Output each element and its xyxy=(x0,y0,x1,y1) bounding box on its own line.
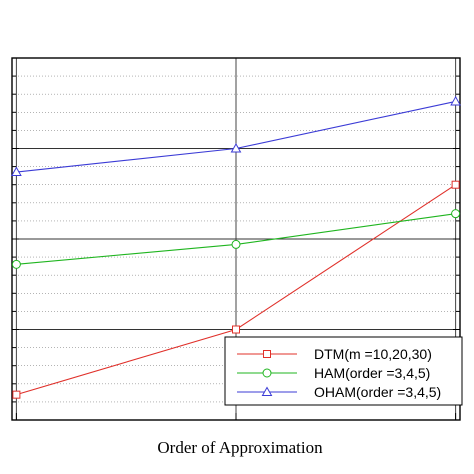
data-point-circle xyxy=(11,259,21,269)
legend-item: HAM(order =3,4,5) xyxy=(237,365,430,381)
legend-marker-circle xyxy=(262,368,272,378)
legend-item: DTM(m =10,20,30) xyxy=(237,346,432,362)
data-point-square xyxy=(232,325,240,334)
series-triangle xyxy=(11,95,461,177)
series-circle xyxy=(11,209,461,269)
legend-label: DTM(m =10,20,30) xyxy=(314,346,432,362)
legend-items: DTM(m =10,20,30) HAM(order =3,4,5) OHAM(or… xyxy=(237,346,441,400)
data-point-circle xyxy=(451,209,461,219)
x-axis-label: Order of Approximation xyxy=(157,438,323,457)
legend: DTM(m =10,20,30) HAM(order =3,4,5) OHAM(or… xyxy=(224,336,463,406)
data-point-triangle xyxy=(230,142,242,153)
data-point-square xyxy=(451,180,460,189)
legend-label: OHAM(order =3,4,5) xyxy=(314,384,441,400)
legend-item: OHAM(order =3,4,5) xyxy=(237,384,441,400)
series-layer xyxy=(11,95,461,399)
data-point-square xyxy=(12,390,21,399)
legend-label: HAM(order =3,4,5) xyxy=(314,365,430,381)
legend-marker-square xyxy=(263,350,271,358)
legend-marker-triangle xyxy=(261,386,273,396)
data-point-triangle xyxy=(450,95,461,106)
series-square xyxy=(12,180,460,399)
data-point-circle xyxy=(231,239,241,249)
data-point-triangle xyxy=(11,166,22,177)
